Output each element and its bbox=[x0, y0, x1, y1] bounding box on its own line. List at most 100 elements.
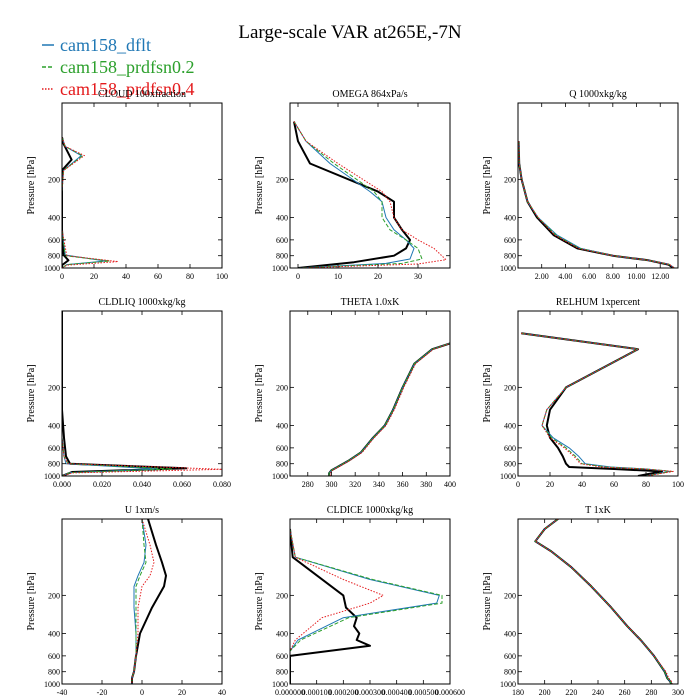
panel-3-xtick-1: 0.020 bbox=[93, 480, 111, 489]
panel-0-xtick-5: 100 bbox=[216, 272, 228, 281]
panel-8-xtick-4: 260 bbox=[619, 688, 631, 697]
panel-1-xtick-0: 0 bbox=[296, 272, 300, 281]
legend-entry-1: cam158_prdfsn0.2 bbox=[60, 57, 194, 77]
panel-3-xtick-4: 0.080 bbox=[213, 480, 231, 489]
panel-6-xtick-0: -40 bbox=[57, 688, 68, 697]
panel-2-series-0 bbox=[518, 141, 674, 268]
panel-5-series-0 bbox=[521, 332, 663, 476]
panel-3-ytick-0: 200 bbox=[48, 383, 60, 392]
panel-3-series-0 bbox=[62, 311, 187, 476]
panel-0-ytick-3: 800 bbox=[48, 252, 60, 261]
panel-1-series-1 bbox=[293, 121, 415, 268]
panel-6-ytick-0: 200 bbox=[48, 591, 60, 600]
legend-entry-0: cam158_dflt bbox=[60, 35, 151, 55]
panel-title-5: RELHUM 1xpercent bbox=[556, 297, 640, 308]
panel-3-ytick-4: 1000 bbox=[44, 472, 60, 481]
panel-3-series-3 bbox=[62, 311, 222, 476]
panel-8-xtick-1: 200 bbox=[539, 688, 551, 697]
panel-8-xtick-5: 280 bbox=[645, 688, 657, 697]
panel-ylabel-2: Pressure [hPa] bbox=[482, 156, 493, 214]
panel-7-xtick-6: 0.000600 bbox=[435, 688, 465, 697]
panel-3-xtick-2: 0.040 bbox=[133, 480, 151, 489]
panel-4-ytick-0: 200 bbox=[276, 383, 288, 392]
panel-2-series-3 bbox=[518, 141, 675, 268]
panel-frame-0 bbox=[61, 102, 223, 269]
panel-8-xtick-6: 300 bbox=[672, 688, 684, 697]
panel-3-ytick-2: 600 bbox=[48, 444, 60, 453]
panel-5-ytick-1: 400 bbox=[504, 422, 516, 431]
panel-1: OMEGA 864xPa/s Pressure [hPa] 0 10 20 30 200 40… bbox=[254, 89, 451, 281]
panel-5-xtick-0: 0 bbox=[516, 480, 520, 489]
panel-6-series-0 bbox=[131, 519, 167, 684]
panel-5-series-2 bbox=[521, 332, 673, 476]
panel-title-1: OMEGA 864xPa/s bbox=[332, 89, 407, 100]
panel-frame-3 bbox=[61, 310, 223, 477]
panel-4-ytick-4: 1000 bbox=[272, 472, 288, 481]
panel-frame-1 bbox=[289, 102, 451, 269]
panel-8-ytick-0: 200 bbox=[504, 591, 516, 600]
panel-8-series-1 bbox=[534, 519, 672, 684]
panel-4-xtick-3: 340 bbox=[373, 480, 385, 489]
panel-4-xtick-1: 300 bbox=[325, 480, 337, 489]
panel-7-series-1 bbox=[290, 528, 440, 684]
panel-ylabel-3: Pressure [hPa] bbox=[26, 364, 37, 422]
panel-2: Q 1000xkg/kg Pressure [hPa] 2.00 4.00 6.00 8.… bbox=[482, 89, 679, 281]
panel-5: RELHUM 1xpercent Pressure [hPa] 0 20 40 60 80 1… bbox=[482, 297, 684, 489]
panel-0-series-3 bbox=[62, 137, 119, 268]
panel-3-ytick-1: 400 bbox=[48, 422, 60, 431]
panel-2-series-2 bbox=[518, 141, 675, 268]
panel-8-xtick-2: 220 bbox=[565, 688, 577, 697]
panel-7-xtick-1: 0.000100 bbox=[302, 688, 332, 697]
panel-6: U 1xm/s Pressure [hPa] -40 -20 0 20 40 200 400 60… bbox=[26, 505, 226, 697]
panel-2-ytick-0: 200 bbox=[504, 175, 516, 184]
panel-ylabel-5: Pressure [hPa] bbox=[482, 364, 493, 422]
panel-6-ytick-1: 400 bbox=[48, 630, 60, 639]
panel-5-xtick-1: 20 bbox=[546, 480, 554, 489]
panel-ylabel-0: Pressure [hPa] bbox=[26, 156, 37, 214]
panels: CLOUD 100xfraction Pressure [hPa] 0 20 40 60 8… bbox=[26, 89, 684, 697]
panel-7-xtick-0: 0.000000 bbox=[275, 688, 305, 697]
legend: cam158_dfltcam158_prdfsn0.2cam158_prdfsn… bbox=[42, 35, 194, 99]
panel-7-ytick-2: 600 bbox=[276, 652, 288, 661]
panel-frame-8 bbox=[517, 518, 679, 685]
panel-0-xtick-4: 80 bbox=[186, 272, 194, 281]
panel-2-xtick-1: 4.00 bbox=[558, 272, 572, 281]
panel-2-xtick-0: 2.00 bbox=[535, 272, 549, 281]
panel-8: T 1xK Pressure [hPa] 180 200 220 240 260 280 300… bbox=[482, 505, 684, 697]
panel-1-ytick-2: 600 bbox=[276, 236, 288, 245]
panel-ylabel-8: Pressure [hPa] bbox=[482, 572, 493, 630]
panel-3: CLDLIQ 1000xkg/kg Pressure [hPa] 0.000 0.02… bbox=[26, 297, 231, 489]
legend-entry-2: cam158_prdfsn0.4 bbox=[60, 79, 194, 99]
panel-0-series-2 bbox=[62, 137, 111, 268]
panel-6-xtick-1: -20 bbox=[97, 688, 108, 697]
panel-1-ytick-4: 1000 bbox=[272, 264, 288, 273]
panel-1-xtick-3: 30 bbox=[414, 272, 422, 281]
panel-3-series-1 bbox=[62, 311, 159, 476]
panel-0-ytick-1: 400 bbox=[48, 214, 60, 223]
panel-title-7: CLDICE 1000xkg/kg bbox=[327, 505, 413, 516]
panel-5-xtick-5: 100 bbox=[672, 480, 684, 489]
panel-4-series-1 bbox=[328, 342, 450, 476]
panel-0-series-0 bbox=[62, 136, 73, 268]
panel-0-xtick-0: 0 bbox=[60, 272, 64, 281]
panel-1-series-2 bbox=[293, 121, 423, 268]
panel-0-xtick-2: 40 bbox=[122, 272, 130, 281]
panel-0-xtick-3: 60 bbox=[154, 272, 162, 281]
panel-frame-2 bbox=[517, 102, 679, 269]
panel-4-xtick-5: 380 bbox=[420, 480, 432, 489]
panel-title-3: CLDLIQ 1000xkg/kg bbox=[99, 297, 186, 308]
panel-2-xtick-5: 12.00 bbox=[651, 272, 669, 281]
panel-4-ytick-3: 800 bbox=[276, 460, 288, 469]
panel-4-xtick-4: 360 bbox=[397, 480, 409, 489]
panel-0-ytick-2: 600 bbox=[48, 236, 60, 245]
panel-5-ytick-2: 600 bbox=[504, 444, 516, 453]
panel-8-series-0 bbox=[534, 519, 673, 684]
panel-8-xtick-3: 240 bbox=[592, 688, 604, 697]
panel-7-ytick-1: 400 bbox=[276, 630, 288, 639]
panel-5-series-1 bbox=[521, 332, 671, 476]
panel-4: THETA 1.0xK Pressure [hPa] 280 300 320 340 360… bbox=[254, 297, 456, 489]
panel-4-series-3 bbox=[329, 342, 450, 476]
panel-3-series-2 bbox=[62, 311, 173, 476]
panel-1-series-0 bbox=[293, 121, 411, 268]
